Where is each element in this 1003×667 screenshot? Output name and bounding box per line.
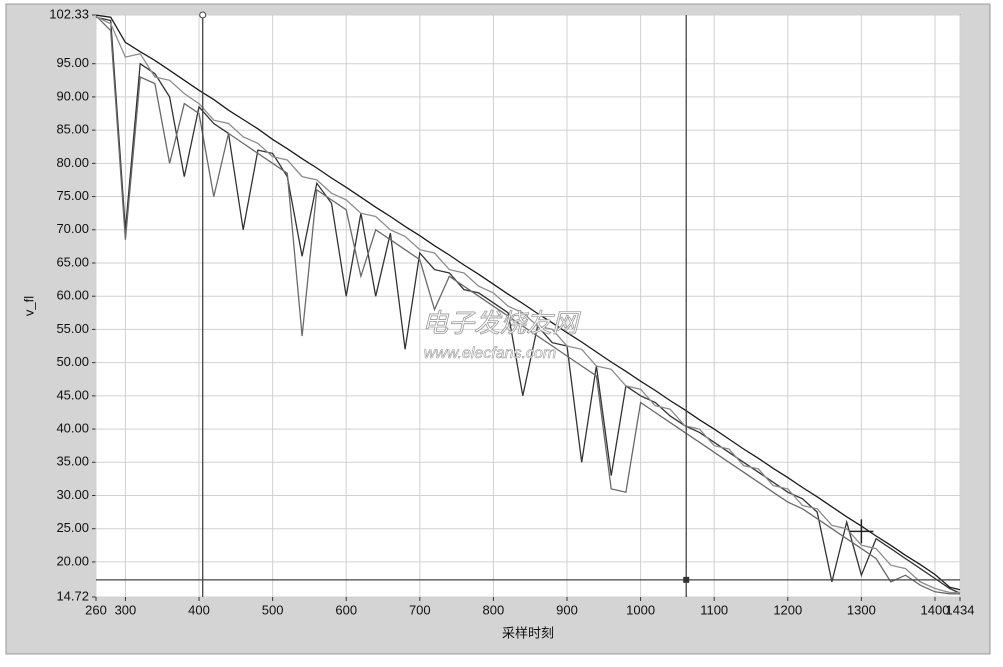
y-tick-label: 45.00 <box>56 387 89 402</box>
y-tick-label: 35.00 <box>56 454 89 469</box>
x-tick-label: 260 <box>85 602 107 617</box>
y-tick-label: 20.00 <box>56 553 89 568</box>
cursor-handle <box>683 576 690 583</box>
x-tick-label: 900 <box>556 602 578 617</box>
y-axis-label: v_fl <box>21 296 36 316</box>
x-tick-label: 1400 <box>921 602 950 617</box>
data-line <box>95 15 960 595</box>
x-tick-label: 400 <box>188 602 210 617</box>
y-tick-label: 70.00 <box>56 221 89 236</box>
y-tick-label: 75.00 <box>56 188 89 203</box>
cursor-handle <box>199 11 207 19</box>
watermark: 电子发烧友网 <box>422 308 581 338</box>
x-tick-label: 1100 <box>700 602 728 617</box>
y-tick-label: 50.00 <box>56 354 89 369</box>
y-tick-label: 30.00 <box>56 487 89 502</box>
y-tick-label: 14.72 <box>56 588 89 603</box>
y-tick-label: 25.00 <box>56 520 89 535</box>
x-tick-label: 700 <box>409 602 431 617</box>
data-line <box>95 16 961 594</box>
x-tick-label: 600 <box>335 602 357 617</box>
y-tick-label: 85.00 <box>56 122 89 137</box>
x-tick-label: 1000 <box>626 602 655 617</box>
y-tick-label: 40.00 <box>56 421 89 436</box>
crosshair-marker <box>849 519 874 544</box>
x-tick-label: 500 <box>262 602 284 617</box>
x-axis-label: 采样时刻 <box>502 625 554 640</box>
y-tick-label: 55.00 <box>56 321 89 336</box>
x-tick-label: 300 <box>115 602 137 617</box>
data-line <box>95 14 961 591</box>
y-tick-label: 80.00 <box>56 155 89 170</box>
plot-area <box>95 14 961 598</box>
data-line <box>95 15 960 594</box>
y-tick-label: 65.00 <box>56 254 89 269</box>
x-tick-label: 1200 <box>773 602 802 617</box>
y-tick-label: 95.00 <box>56 55 89 70</box>
x-tick-label: 1434 <box>946 602 975 617</box>
watermark-url: www.elecfans.com <box>424 345 557 362</box>
x-tick-label: 1300 <box>847 602 876 617</box>
y-tick-label: 60.00 <box>56 288 89 303</box>
y-tick-label: 102.33 <box>49 6 89 21</box>
x-tick-label: 800 <box>483 602 505 617</box>
y-tick-label: 90.00 <box>56 88 89 103</box>
